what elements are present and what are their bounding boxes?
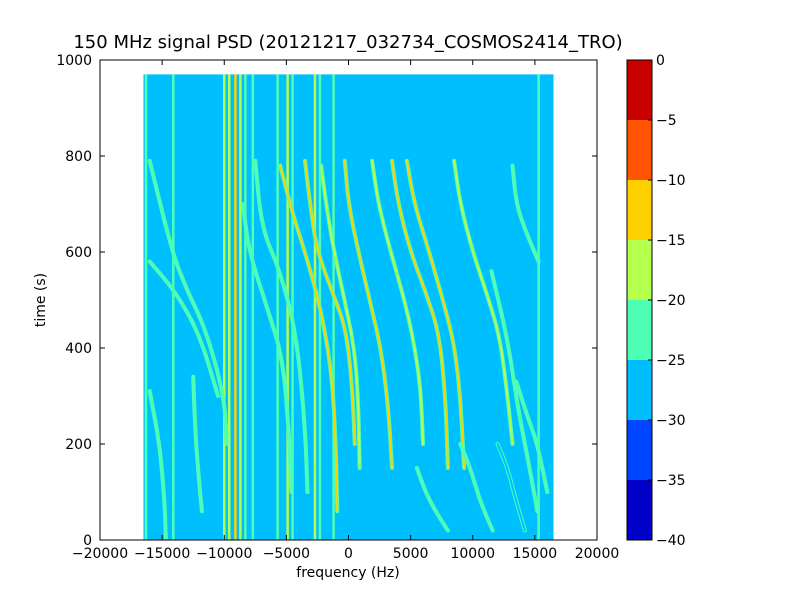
y-tick-label: 0 (83, 533, 92, 549)
x-tick-label: −10000 (196, 546, 252, 562)
colorbar-segment (627, 420, 652, 480)
x-tick-label: 5000 (393, 546, 429, 562)
y-tick-label: 600 (65, 245, 92, 261)
y-tick-label: 1000 (56, 53, 92, 69)
colorbar-segment (627, 240, 652, 300)
y-tick-label: 800 (65, 149, 92, 165)
x-tick-label: 20000 (575, 546, 620, 562)
trace-mark (148, 260, 220, 397)
trace-mark (496, 443, 526, 532)
trace-mark (320, 164, 361, 469)
colorbar-tick-label: −20 (656, 293, 686, 309)
trace-mark (390, 159, 449, 469)
x-tick-label: 0 (344, 546, 353, 562)
trace-mark (148, 390, 167, 541)
x-tick-label: 10000 (450, 546, 495, 562)
chart-title: 150 MHz signal PSD (20121217_032734_COSM… (73, 32, 622, 53)
x-tick-label: −5000 (263, 546, 310, 562)
axes: −20000 −15000 −10000 −5000 0 5000 10000 15000 20… (56, 53, 619, 562)
colorbar-segment (627, 480, 652, 540)
colorbar-tick-label: −25 (656, 353, 686, 369)
colorbar: 0 −5 −10 −15 −20 −25 −30 −35 −40 (626, 53, 686, 549)
colorbar-tick-label: −15 (656, 233, 686, 249)
trace-mark (304, 159, 356, 445)
colorbar-tick-label: −40 (656, 533, 686, 549)
heatmap-background (143, 74, 554, 541)
colorbar-tick-label: −30 (656, 413, 686, 429)
x-tick-label: 15000 (513, 546, 558, 562)
trace-mark (279, 164, 339, 513)
trace-mark (515, 380, 549, 493)
trace-mark (453, 159, 514, 445)
trace-mark (254, 159, 309, 493)
colorbar-tick-label: −10 (656, 173, 686, 189)
x-axis-label: frequency (Hz) (296, 565, 399, 581)
trace-mark (459, 443, 494, 532)
x-tick-label: −15000 (134, 546, 190, 562)
x-tick-label: −20000 (72, 546, 128, 562)
trace-mark (511, 164, 540, 263)
trace-mark (371, 159, 425, 445)
y-tick-label: 400 (65, 341, 92, 357)
colorbar-tick-label: 0 (656, 53, 665, 69)
colorbar-segment (627, 360, 652, 420)
colorbar-segment (627, 60, 652, 120)
y-tick-label: 200 (65, 437, 92, 453)
colorbar-segment (627, 180, 652, 240)
trace-mark (490, 270, 539, 513)
trace-mark (405, 159, 466, 469)
trace-mark (415, 467, 449, 532)
plot-area (143, 74, 554, 541)
colorbar-segment (627, 300, 652, 360)
colorbar-segment (627, 120, 652, 180)
colorbar-tick-label: −35 (656, 473, 686, 489)
colorbar-tick-label: −5 (656, 113, 677, 129)
trace-mark (343, 159, 393, 469)
y-axis-label: time (s) (33, 273, 49, 327)
heatmap-features (144, 74, 550, 541)
trace-mark (148, 159, 228, 445)
trace-mark (241, 203, 293, 493)
trace-mark (192, 375, 203, 513)
